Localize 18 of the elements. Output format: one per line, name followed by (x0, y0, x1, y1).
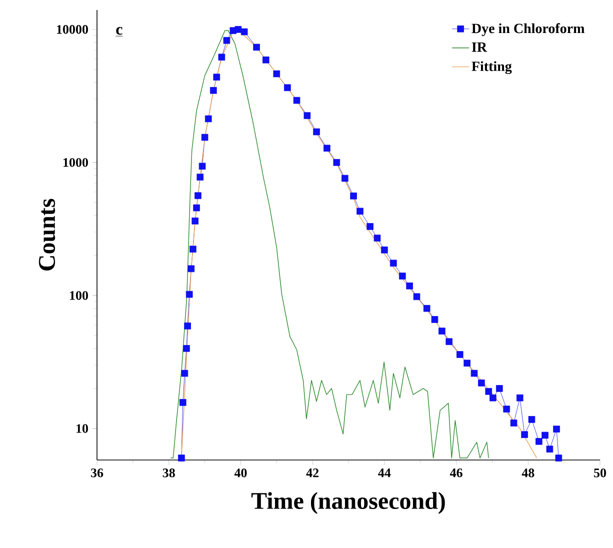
x-tick-label: 50 (594, 468, 606, 478)
legend-label: Fitting (472, 61, 512, 74)
x-tick-label: 46 (450, 468, 462, 478)
y-tick-label: 10 (76, 424, 88, 433)
y-tick-label: 100 (70, 291, 88, 300)
y-tick-label: 1000 (64, 158, 88, 167)
y-axis-title: Counts (38, 198, 56, 270)
x-tick-label: 42 (306, 468, 319, 478)
legend-label: IR (472, 42, 488, 52)
y-tick-label: 10000 (57, 25, 88, 34)
legend-label: Dye in Chloroform (472, 23, 585, 36)
annotation: c (116, 27, 122, 35)
x-tick-label: 40 (234, 468, 247, 478)
x-tick-label: 44 (378, 468, 391, 478)
x-tick-label: 48 (522, 468, 534, 478)
x-tick-label: 38 (162, 468, 175, 478)
x-axis-title: Time (nanosecond) (251, 492, 445, 514)
x-tick-label: 36 (90, 468, 104, 478)
